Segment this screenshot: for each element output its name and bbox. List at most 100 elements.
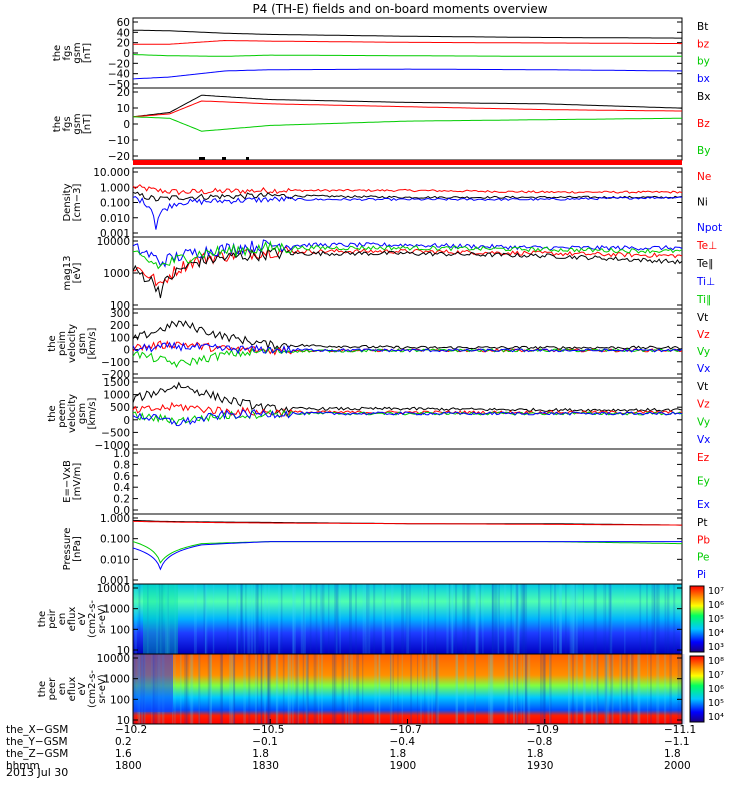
fgs-gsm-tick-label: 60 — [117, 17, 130, 29]
fgs-gse-tick-label: 10 — [117, 103, 130, 115]
peer-eflux-streak — [267, 654, 270, 724]
peir-eflux-streak — [303, 584, 305, 654]
peim-velocity-legend-entry: Vy — [697, 346, 710, 358]
peir-eflux-streak — [156, 584, 158, 654]
peir-eflux-streak — [652, 584, 656, 654]
x-axis-tick-value: −0.1 — [252, 736, 278, 748]
peir-eflux-streak — [260, 584, 263, 654]
peir-eflux-spectrogram — [133, 584, 682, 654]
peer-eflux-streak — [610, 654, 613, 724]
peer-eflux-streak — [260, 654, 263, 724]
peir-eflux-streak — [245, 584, 247, 654]
peer-eflux-streak — [424, 654, 426, 724]
x-axis-tick-value: −10.9 — [527, 724, 559, 736]
density-tick-label: 0.001 — [100, 228, 130, 240]
x-axis-tick-value: 1830 — [252, 760, 279, 772]
peir-eflux-streak — [448, 584, 451, 654]
peer-eflux-streak — [209, 654, 213, 724]
peim-velocity-tick-label: −200 — [101, 369, 130, 381]
peer-eflux-streak — [606, 654, 608, 724]
peir-eflux-streak — [366, 584, 369, 654]
density-tick-label: 10.000 — [93, 167, 130, 179]
peer-eflux-colorbar-label: 10⁶ — [708, 684, 724, 695]
peir-eflux-streak — [339, 584, 341, 654]
peem-velocity-legend-entry: Vt — [697, 381, 708, 393]
peer-eflux-streak — [520, 654, 522, 724]
x-axis-tick-value: 1800 — [115, 760, 142, 772]
peer-eflux-colorbar-label: 10⁸ — [708, 656, 724, 667]
peir-eflux-streak — [497, 584, 500, 654]
peer-eflux-streak — [664, 654, 667, 724]
fgs-gsm-legend-entry: Bt — [697, 21, 708, 33]
peer-eflux-streak — [590, 654, 594, 724]
peir-eflux-streak — [492, 584, 494, 654]
peim-velocity-tick-label: 300 — [110, 308, 130, 320]
peer-eflux-streak — [291, 654, 294, 724]
fgs-gsm-tick-label: 40 — [117, 27, 130, 39]
peir-eflux-streak — [138, 584, 141, 654]
temperature-tick-label: 100 — [110, 300, 130, 312]
panel-density: 10.000 1.000 0.100 0.010 0.001 Density[cm−3] N… — [62, 167, 722, 240]
peir-eflux-streak — [205, 584, 208, 654]
x-axis-tick-value: 1.8 — [252, 748, 269, 760]
peer-eflux-streak — [681, 654, 685, 724]
x-axis-tick-value: 1.8 — [527, 748, 544, 760]
peir-eflux-streak — [362, 584, 365, 654]
peir-eflux-streak — [427, 584, 430, 654]
fgs-gse-tick-label: 0 — [123, 119, 130, 131]
peir-eflux-streak — [664, 584, 667, 654]
peir-eflux-streak — [553, 584, 555, 654]
panel-efield: 1.00.80.60.40.20.0 E=−VxB[mV/m] Ez Ey Ex — [62, 448, 710, 517]
fgs-gse-tick-label: −20 — [108, 151, 130, 163]
x-axis-tick-value: 1930 — [527, 760, 554, 772]
peir-eflux-streak — [466, 584, 469, 654]
peer-eflux-streak — [288, 654, 292, 724]
x-axis-row-label: the_Y−GSM — [6, 736, 68, 748]
peer-eflux-tick-label: 1000 — [103, 674, 130, 686]
x-axis-tick-value: −1.1 — [664, 736, 690, 748]
peir-eflux-streak — [240, 584, 243, 654]
status-ticks — [199, 157, 249, 160]
peir-eflux-streak — [523, 584, 526, 654]
peir-eflux-streak — [608, 584, 612, 654]
fgs-gse-legend-entry: By — [697, 145, 710, 157]
peir-eflux-streak — [255, 584, 258, 654]
x-axis-tick-value: −0.4 — [390, 736, 416, 748]
peir-eflux-streak — [482, 584, 484, 654]
fgs-gsm-tick-label: −20 — [108, 58, 130, 70]
peim-velocity-tick-label: 0 — [123, 345, 130, 357]
peir-eflux-streak — [559, 584, 562, 654]
peim-velocity-tick-label: −100 — [101, 357, 130, 369]
peir-eflux-streak — [315, 584, 318, 654]
temperature-tick-label: 10000 — [97, 236, 130, 248]
peer-eflux-streak — [474, 654, 476, 724]
peer-eflux-streak — [287, 654, 290, 724]
peir-eflux-streak — [291, 584, 295, 654]
peir-eflux-streak — [476, 584, 479, 654]
peir-eflux-streak — [265, 584, 267, 654]
peer-eflux-streak — [374, 654, 377, 724]
pressure-series-Pe — [132, 541, 682, 564]
peir-eflux-streak — [254, 584, 256, 654]
peer-eflux-streak — [504, 654, 507, 724]
peir-eflux-streak — [539, 584, 541, 654]
peer-eflux-streak — [431, 654, 433, 724]
density-series-Npot — [132, 196, 683, 230]
panel-pressure: 1.000 0.100 0.010 0.001 Pressure[nPa] Pt Pb Pe P… — [62, 513, 710, 587]
peer-eflux-streak — [606, 654, 610, 724]
peir-eflux-streak — [193, 584, 197, 654]
peir-eflux-streak — [462, 584, 466, 654]
pressure-tick-label: 0.010 — [100, 554, 130, 566]
peir-eflux-streak — [450, 584, 454, 654]
efield-tick-label: 1.0 — [113, 448, 130, 460]
peer-eflux-streak — [513, 654, 515, 724]
peir-eflux-streak — [497, 584, 500, 654]
peer-eflux-streak — [231, 654, 235, 724]
peir-eflux-streak — [525, 584, 528, 654]
peir-eflux-streak — [653, 584, 656, 654]
peer-eflux-streak — [266, 654, 269, 724]
peer-eflux-streak — [583, 654, 587, 724]
peir-eflux-streak — [476, 584, 479, 654]
peer-eflux-colorbar — [689, 655, 705, 723]
peer-eflux-streak — [348, 654, 351, 724]
